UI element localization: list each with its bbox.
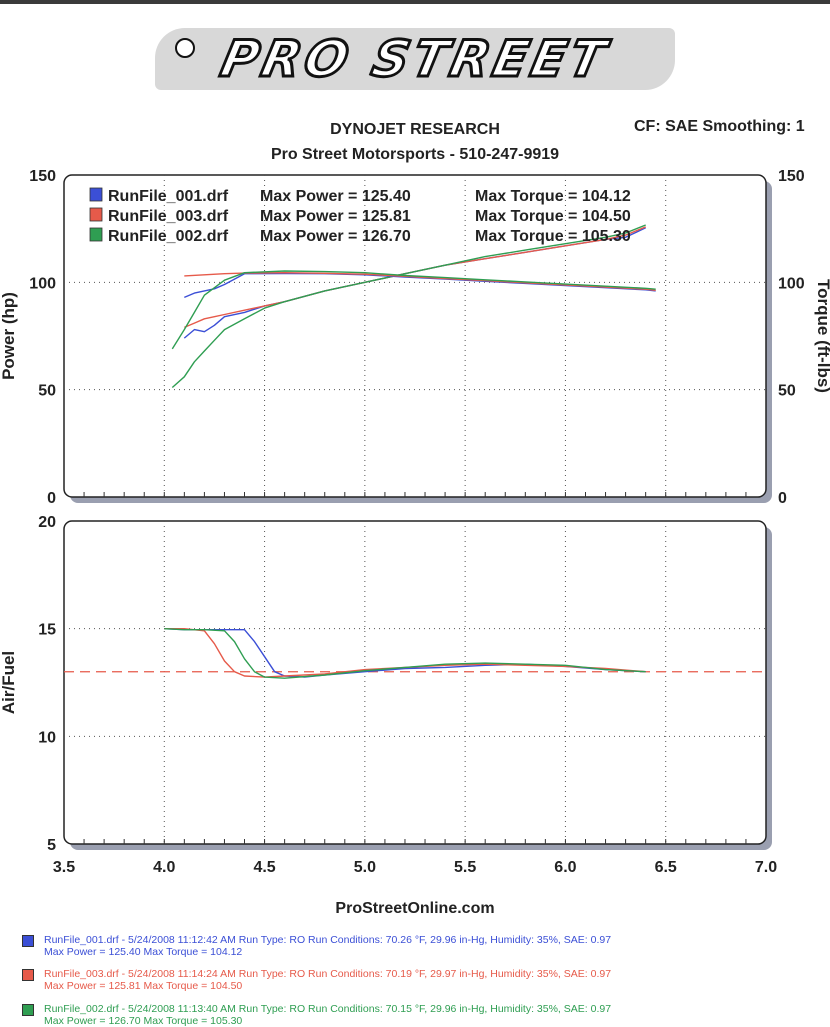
y-right-tick-label: 100 bbox=[778, 275, 805, 292]
logo-badge-icon bbox=[175, 38, 195, 58]
dyno-chart: 0 0 50 50 100 100 150 150 Power (hp) Torque (ft-l… bbox=[0, 168, 830, 880]
y-axis-label: Air/Fuel bbox=[0, 651, 18, 714]
run-info-line2: Max Power = 125.40 Max Torque = 104.12 bbox=[44, 946, 243, 958]
website-link[interactable]: ProStreetOnline.com bbox=[335, 900, 495, 917]
run-color-swatch bbox=[22, 969, 34, 981]
legend-max-torque: Max Torque = 104.12 bbox=[475, 188, 631, 205]
x-tick-label: 5.0 bbox=[354, 859, 376, 876]
series-line-torque-RunFile-003-drf bbox=[184, 272, 656, 291]
y-tick-label: 50 bbox=[38, 383, 56, 400]
run-info-line2: Max Power = 125.81 Max Torque = 104.50 bbox=[44, 980, 243, 992]
series-line-power-RunFile-002-drf bbox=[171, 224, 646, 389]
top-border bbox=[0, 0, 830, 4]
series-line-RunFile-002-drf bbox=[164, 628, 646, 679]
x-tick-label: 5.5 bbox=[454, 859, 476, 876]
panel-frame bbox=[63, 520, 767, 845]
chart-subtitle: Pro Street Motorsports - 510-247-9919 bbox=[270, 146, 560, 163]
legend-max-power: Max Power = 125.81 bbox=[260, 208, 411, 225]
y-right-tick-label: 0 bbox=[778, 490, 787, 507]
legend-file: RunFile_002.drf bbox=[108, 228, 229, 245]
legend-file: RunFile_003.drf bbox=[108, 208, 229, 225]
correction-settings: CF: SAE Smoothing: 1 bbox=[634, 118, 805, 135]
run-info-line1: RunFile_001.drf - 5/24/2008 11:12:42 AM … bbox=[44, 934, 612, 946]
legend-file: RunFile_001.drf bbox=[108, 188, 229, 205]
chart-title: DYNOJET RESEARCH bbox=[330, 121, 500, 138]
legend-max-power: Max Power = 125.40 bbox=[260, 188, 411, 205]
series-line-RunFile-003-drf bbox=[164, 628, 646, 678]
y-axis-label-right: Torque (ft-lbs) bbox=[814, 279, 830, 393]
legend-swatch bbox=[89, 187, 103, 202]
series-line-torque-RunFile-002-drf bbox=[171, 270, 656, 350]
legend-swatch bbox=[89, 227, 103, 242]
x-tick-label: 6.0 bbox=[554, 859, 576, 876]
run-info-line2: Max Power = 126.70 Max Torque = 105.30 bbox=[44, 1015, 243, 1027]
run-color-swatch bbox=[22, 1004, 34, 1016]
x-tick-label: 7.0 bbox=[755, 859, 777, 876]
panel-frame bbox=[63, 174, 767, 498]
x-tick-label: 6.5 bbox=[655, 859, 677, 876]
legend-swatch bbox=[89, 207, 103, 222]
y-tick-label: 150 bbox=[29, 168, 56, 185]
x-tick-label: 3.5 bbox=[53, 859, 75, 876]
y-right-tick-label: 150 bbox=[778, 168, 805, 185]
y-tick-label: 20 bbox=[38, 514, 56, 531]
run-color-swatch bbox=[22, 935, 34, 947]
legend-max-torque: Max Torque = 104.50 bbox=[475, 208, 631, 225]
x-tick-label: 4.5 bbox=[253, 859, 275, 876]
y-tick-label: 100 bbox=[29, 275, 56, 292]
y-tick-label: 5 bbox=[47, 837, 56, 854]
legend-max-power: Max Power = 126.70 bbox=[260, 228, 411, 245]
run-info-line1: RunFile_002.drf - 5/24/2008 11:13:40 AM … bbox=[44, 1003, 612, 1015]
y-tick-label: 15 bbox=[38, 622, 56, 639]
y-axis-label: Power (hp) bbox=[0, 292, 18, 380]
run-info-line1: RunFile_003.drf - 5/24/2008 11:14:24 AM … bbox=[44, 968, 612, 980]
y-tick-label: 0 bbox=[47, 490, 56, 507]
y-right-tick-label: 50 bbox=[778, 383, 796, 400]
legend-max-torque: Max Torque = 105.30 bbox=[475, 228, 631, 245]
x-axis-label: Engine Speed (RPM x1000) bbox=[299, 878, 530, 880]
pro-street-logo: PRO STREET bbox=[155, 28, 675, 90]
y-tick-label: 10 bbox=[38, 729, 56, 746]
x-tick-label: 4.0 bbox=[153, 859, 175, 876]
